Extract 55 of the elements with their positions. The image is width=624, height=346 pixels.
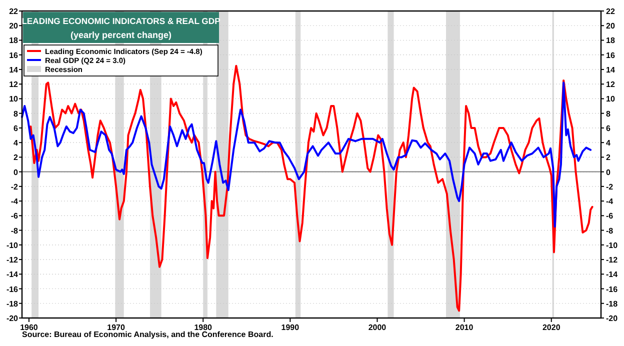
y2-tick-label: -16 [606,284,618,294]
x-tick-label: 2020 [542,323,561,332]
y2-tick-label: 14 [606,65,616,74]
x-tick-label: 2010 [455,323,474,332]
x-tick-label: 1980 [194,323,213,332]
y-tick-label: 14 [9,65,19,74]
y-tick-label: -18 [6,299,19,308]
y-tick-label: 10 [9,94,19,104]
y2-tick-label: 16 [606,50,616,60]
x-tick-label: 1970 [107,323,126,332]
y-tick-label: 0 [14,168,19,177]
y2-tick-label: -4 [606,197,614,206]
y-tick-label: 6 [14,124,19,133]
y-tick-label: 20 [9,22,19,31]
y2-tick-label: 22 [606,7,616,16]
y-tick-label: -4 [10,197,19,206]
text: (yearly percent change) [70,30,172,40]
y2-tick-label: -20 [606,314,618,323]
y2-tick-label: 6 [606,124,611,133]
y2-tick-label: 0 [606,168,611,177]
y-tick-label: -16 [6,284,19,294]
y-tick-label: -12 [6,256,19,265]
y-tick-label: -6 [10,212,19,221]
y2-tick-label: -10 [606,240,618,250]
y2-tick-label: 18 [606,36,616,46]
y-tick-label: 18 [9,36,19,46]
y-tick-label: 16 [9,50,19,60]
y-tick-label: -20 [6,314,19,323]
source-note: Source: Bureau of Economic Analysis, and the Conference Board. [22,330,274,339]
y2-tick-label: -12 [606,256,618,265]
y-tick-label: -10 [6,240,19,250]
line-series [21,82,592,228]
x-tick-label: 1990 [281,323,300,332]
y2-tick-label: 20 [606,22,616,31]
y-tick-label: 22 [9,7,19,16]
y2-tick-label: -2 [606,182,614,192]
y-tick-label: -8 [10,226,19,236]
y-tick-label: 8 [14,109,19,118]
x-tick-label: 2000 [368,323,387,332]
x-tick-label: 1960 [20,323,38,332]
y2-tick-label: -6 [606,212,614,221]
y2-tick-label: 4 [606,138,611,148]
y-tick-label: -14 [6,270,19,280]
y-tick-label: -2 [10,182,19,192]
y-tick-label: 12 [9,80,19,90]
y-tick-label: 4 [14,138,19,148]
y2-tick-label: -18 [606,299,618,308]
line-series [30,64,594,312]
y2-tick-label: 10 [606,94,616,104]
y-tick-label: 2 [14,153,19,162]
y2-tick-label: 12 [606,80,616,90]
y2-tick-label: 2 [606,153,611,162]
y2-tick-label: -14 [606,270,618,280]
y2-tick-label: -8 [606,226,614,236]
y2-tick-label: 8 [606,109,611,118]
